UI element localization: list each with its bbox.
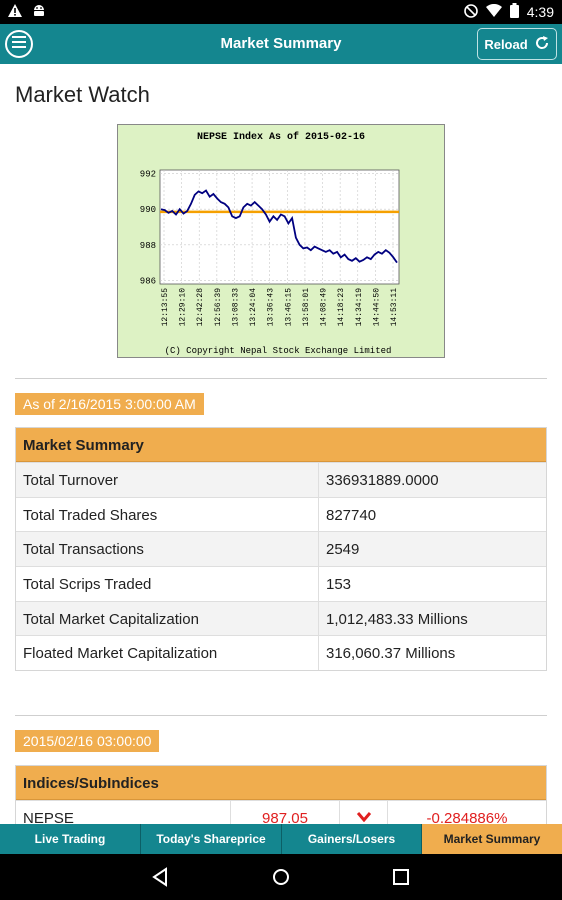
y-tick-label: 992	[140, 170, 156, 180]
chart-title: NEPSE Index As of 2015-02-16	[197, 131, 365, 143]
table-row: Total Scrips Traded 153	[16, 566, 546, 601]
app-title: Market Summary	[220, 35, 342, 52]
x-tick-label: 12:42:28	[196, 288, 205, 327]
table-row: Total Turnover 336931889.0000	[16, 462, 546, 497]
reload-button[interactable]: Reload	[477, 28, 557, 60]
menu-icon	[12, 35, 26, 53]
wifi-icon	[485, 3, 502, 20]
row-label: Total Scrips Traded	[16, 567, 319, 601]
android-icon	[32, 3, 46, 20]
plot-area	[159, 169, 400, 285]
x-tick-label: 14:53:11	[390, 288, 399, 327]
chevron-down-icon	[356, 809, 371, 824]
index-name: NEPSE	[16, 801, 231, 824]
status-bar: 4:39	[0, 0, 562, 24]
nepse-chart: NEPSE Index As of 2015-02-16 12:13:55 12:…	[117, 124, 445, 358]
x-tick-label: 13:46:15	[284, 288, 293, 327]
as-of-badge: As of 2/16/2015 3:00:00 AM	[15, 393, 204, 415]
table-row[interactable]: NEPSE 987.05 -0.284886%	[16, 800, 546, 824]
x-tick-label: 12:56:39	[214, 288, 223, 327]
row-label: Total Turnover	[16, 463, 319, 497]
nepse-chart-svg: NEPSE Index As of 2015-02-16 12:13:55 12:…	[140, 131, 400, 356]
status-time: 4:39	[526, 4, 554, 20]
row-value: 1,012,483.33 Millions	[326, 610, 468, 628]
divider	[15, 715, 547, 716]
index-value: 987.05	[231, 801, 340, 824]
table-row: Total Transactions 2549	[16, 531, 546, 567]
x-tick-label: 14:08:49	[320, 288, 329, 327]
indices-table: Indices/SubIndices NEPSE 987.05 -0.284886%	[15, 765, 547, 824]
menu-button[interactable]	[5, 30, 33, 58]
recents-icon[interactable]	[391, 867, 411, 887]
series-line	[160, 189, 398, 264]
row-label: Total Transactions	[16, 532, 319, 567]
x-tick-label: 14:44:50	[372, 288, 381, 327]
row-label: Total Market Capitalization	[16, 601, 319, 636]
x-tick-label: 13:24:04	[249, 288, 258, 327]
divider	[15, 378, 547, 379]
index-change: -0.284886%	[426, 810, 508, 824]
app-bar: Market Summary Reload	[0, 24, 562, 64]
x-tick-label: 13:58:01	[302, 288, 311, 327]
row-value: 153	[326, 576, 352, 594]
table-row: Total Market Capitalization 1,012,483.33 …	[16, 600, 546, 636]
tab-todays-shareprice[interactable]: Today's Shareprice	[141, 824, 282, 854]
y-tick-label: 986	[140, 276, 156, 286]
row-value: 316,060.37 Millions	[326, 645, 456, 663]
back-icon[interactable]	[150, 867, 170, 887]
market-summary-table: Market Summary Total Turnover 336931889.0…	[15, 427, 547, 672]
y-tick-label: 988	[140, 241, 156, 251]
table-row: Total Traded Shares 827740	[16, 496, 546, 532]
x-tick-label: 14:34:19	[355, 288, 364, 327]
do-not-disturb-icon	[463, 3, 478, 21]
content-area[interactable]: Market Watch NEPSE Index As of 2015-02-1…	[0, 64, 562, 824]
page-title: Market Watch	[15, 82, 150, 107]
warning-icon	[8, 3, 22, 20]
bottom-tab-bar: Live Trading Today's Shareprice Gainers/…	[0, 824, 562, 854]
row-value: 827740	[326, 506, 377, 524]
chart-footer: (C) Copyright Nepal Stock Exchange Limit…	[165, 346, 392, 356]
table-row: Floated Market Capitalization 316,060.37 …	[16, 635, 546, 671]
indices-header: Indices/SubIndices	[16, 766, 546, 800]
home-icon[interactable]	[271, 867, 291, 887]
x-tick-label: 13:08:33	[231, 288, 240, 327]
market-summary-header: Market Summary	[16, 428, 546, 462]
x-tick-label: 12:29:10	[179, 288, 188, 327]
row-value: 336931889.0000	[326, 472, 439, 489]
row-label: Floated Market Capitalization	[16, 636, 319, 671]
reload-label: Reload	[484, 36, 528, 52]
battery-icon	[509, 3, 519, 21]
x-tick-label: 14:18:23	[337, 288, 346, 327]
row-label: Total Traded Shares	[16, 497, 319, 532]
tab-gainers-losers[interactable]: Gainers/Losers	[282, 824, 422, 854]
x-tick-label: 13:36:43	[267, 288, 276, 327]
refresh-icon	[534, 35, 550, 54]
tab-live-trading[interactable]: Live Trading	[0, 824, 141, 854]
row-value: 2549	[326, 541, 360, 559]
y-tick-label: 990	[140, 205, 156, 215]
indices-date-badge: 2015/02/16 03:00:00	[15, 730, 160, 752]
x-tick-label: 12:13:55	[161, 288, 170, 327]
tab-market-summary[interactable]: Market Summary	[422, 824, 562, 854]
nav-bar	[0, 854, 562, 900]
